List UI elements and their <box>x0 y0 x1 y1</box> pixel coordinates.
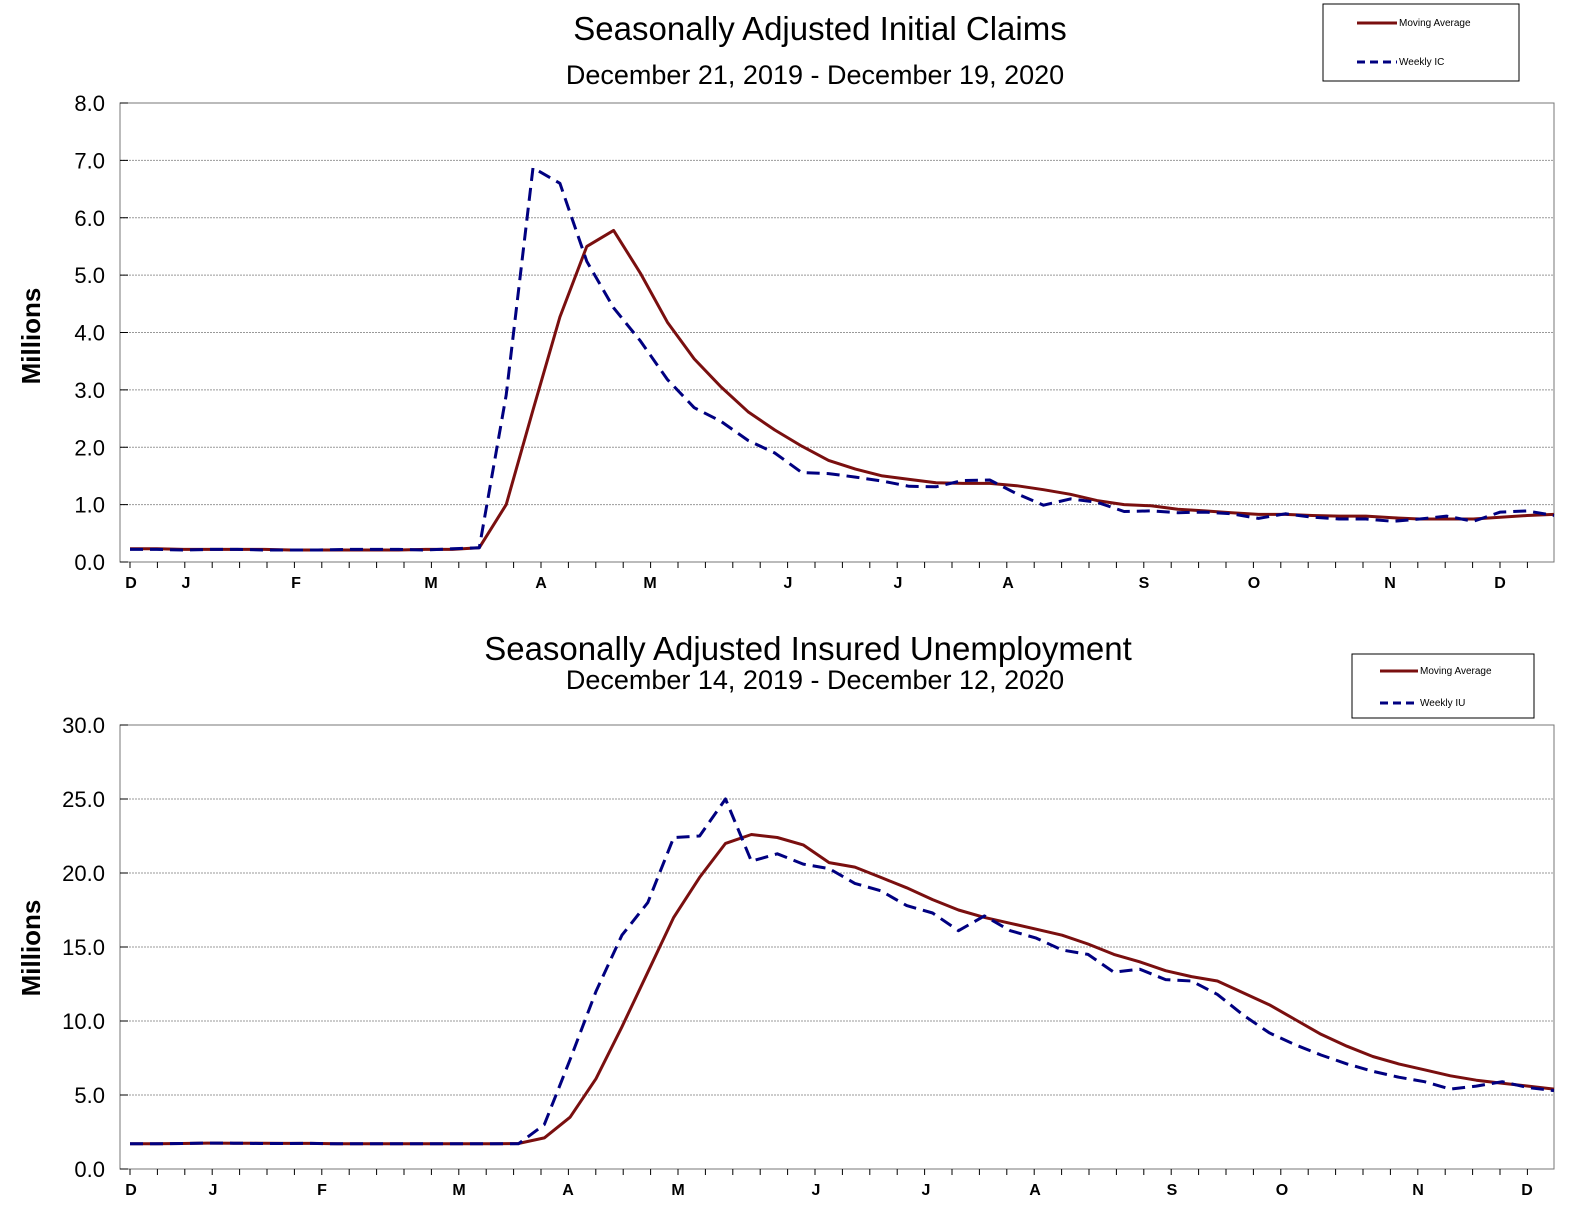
y-tick-label: 20.0 <box>62 861 105 886</box>
chart1-series <box>130 166 1555 552</box>
series-line-moving-average <box>130 228 1555 552</box>
chart1-y-axis-label: Millions <box>16 288 46 385</box>
x-tick-label: F <box>291 575 301 592</box>
y-tick-label: 3.0 <box>74 378 105 403</box>
x-tick-label: J <box>209 1182 218 1199</box>
x-tick-label: A <box>562 1182 574 1199</box>
chart2-subtitle: December 14, 2019 - December 12, 2020 <box>566 665 1064 695</box>
y-tick-label: 6.0 <box>74 206 105 231</box>
chart1-legend: Moving Average Weekly IC <box>1322 3 1520 82</box>
chart1-subtitle: December 21, 2019 - December 19, 2020 <box>566 60 1064 90</box>
x-tick-label: J <box>922 1182 931 1199</box>
x-tick-label: N <box>1384 575 1396 592</box>
x-tick-label: D <box>125 1182 137 1199</box>
chart2-series <box>130 797 1555 1146</box>
chart1-legend-label-moving-average: Moving Average <box>1399 18 1471 29</box>
chart2-legend-label-moving-average: Moving Average <box>1420 666 1492 677</box>
y-tick-label: 10.0 <box>62 1009 105 1034</box>
chart2-gridlines <box>120 724 1554 1170</box>
chart1-y-ticks: 0.0 1.0 2.0 3.0 4.0 5.0 6.0 7.0 8.0 <box>74 91 128 575</box>
y-tick-label: 30.0 <box>62 713 105 738</box>
y-tick-label: 15.0 <box>62 935 105 960</box>
y-tick-label: 5.0 <box>74 263 105 288</box>
x-tick-label: D <box>1494 575 1506 592</box>
x-tick-label: J <box>812 1182 821 1199</box>
chart-initial-claims: Seasonally Adjusted Initial Claims Decem… <box>16 3 1555 592</box>
y-tick-label: 7.0 <box>74 148 105 173</box>
chart-insured-unemployment: Seasonally Adjusted Insured Unemployment… <box>16 630 1555 1199</box>
x-tick-label: A <box>535 575 547 592</box>
chart2-y-ticks: 0.0 5.0 10.0 15.0 20.0 25.0 30.0 <box>62 713 128 1182</box>
x-tick-label: O <box>1248 575 1260 592</box>
y-tick-label: 0.0 <box>74 550 105 575</box>
y-tick-label: 2.0 <box>74 435 105 460</box>
x-tick-label: A <box>1029 1182 1041 1199</box>
x-tick-label: M <box>643 575 656 592</box>
x-tick-label: F <box>317 1182 327 1199</box>
x-tick-label: O <box>1276 1182 1288 1199</box>
series-line-weekly <box>130 797 1555 1146</box>
x-tick-label: M <box>671 1182 684 1199</box>
y-tick-label: 8.0 <box>74 91 105 116</box>
x-tick-label: J <box>182 575 191 592</box>
x-tick-label: S <box>1139 575 1150 592</box>
x-tick-label: A <box>1002 575 1014 592</box>
chart2-y-axis-label: Millions <box>16 900 46 997</box>
y-tick-label: 4.0 <box>74 321 105 346</box>
y-tick-label: 0.0 <box>74 1157 105 1182</box>
series-line-weekly <box>130 166 1555 552</box>
chart2-legend: Moving Average Weekly IU <box>1351 653 1535 719</box>
x-tick-label: D <box>1521 1182 1533 1199</box>
x-tick-label: D <box>125 575 137 592</box>
chart1-title: Seasonally Adjusted Initial Claims <box>573 10 1066 47</box>
y-tick-label: 1.0 <box>74 493 105 518</box>
y-tick-label: 25.0 <box>62 787 105 812</box>
x-tick-label: S <box>1167 1182 1178 1199</box>
series-line-moving-average <box>130 833 1555 1146</box>
x-tick-label: M <box>452 1182 465 1199</box>
x-tick-label: J <box>784 575 793 592</box>
chart1-legend-label-weekly: Weekly IC <box>1399 57 1444 68</box>
chart1-gridlines <box>120 102 1554 563</box>
x-tick-label: M <box>424 575 437 592</box>
x-tick-label: N <box>1412 1182 1424 1199</box>
chart2-legend-label-weekly: Weekly IU <box>1420 698 1465 709</box>
y-tick-label: 5.0 <box>74 1083 105 1108</box>
x-tick-label: J <box>894 575 903 592</box>
chart2-title: Seasonally Adjusted Insured Unemployment <box>484 630 1132 667</box>
